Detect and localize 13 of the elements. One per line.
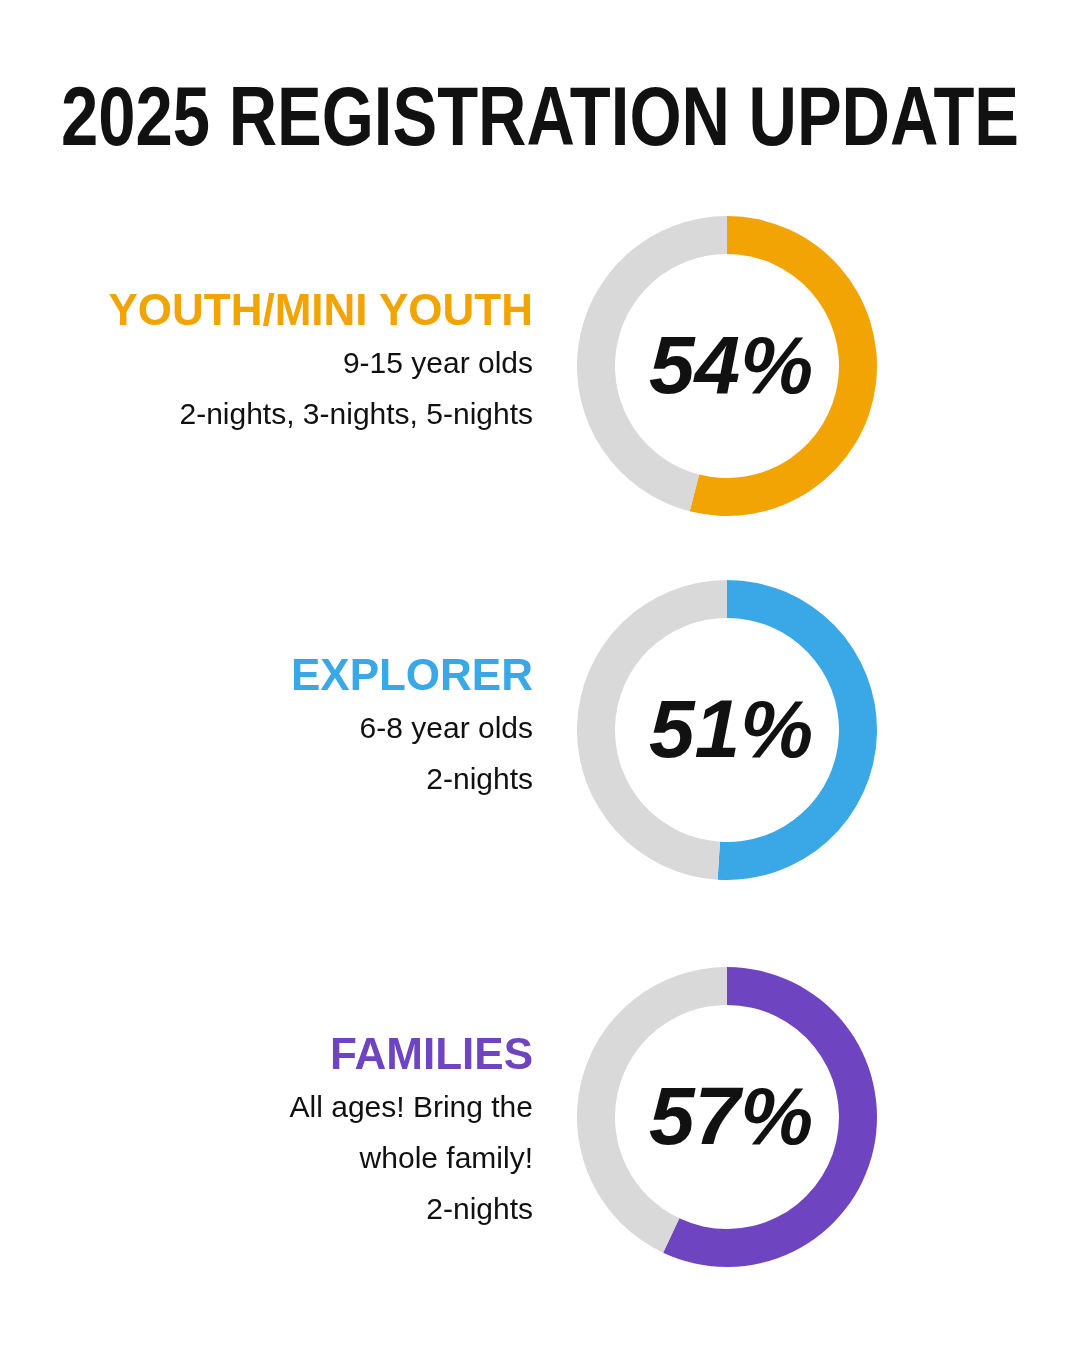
text: 9-15 year olds [342, 345, 533, 381]
data-label: 57% [648, 1069, 814, 1161]
data-label: 51% [648, 682, 814, 774]
text: EXPLORER [290, 649, 533, 701]
text: All ages! Bring the whole family! [289, 1088, 533, 1176]
text: 2-nights [426, 1190, 533, 1227]
text: FAMILIES [330, 1027, 533, 1080]
text: YOUTH/MINI YOUTH [108, 284, 533, 336]
text: 6-8 year olds [359, 710, 533, 746]
text: 2-nights [426, 761, 533, 797]
text: 2-nights, 3-nights, 5-nights [179, 396, 533, 432]
text: 2025 REGISTRATION UPDATE [60, 67, 1020, 164]
data-label: 54% [648, 318, 814, 410]
